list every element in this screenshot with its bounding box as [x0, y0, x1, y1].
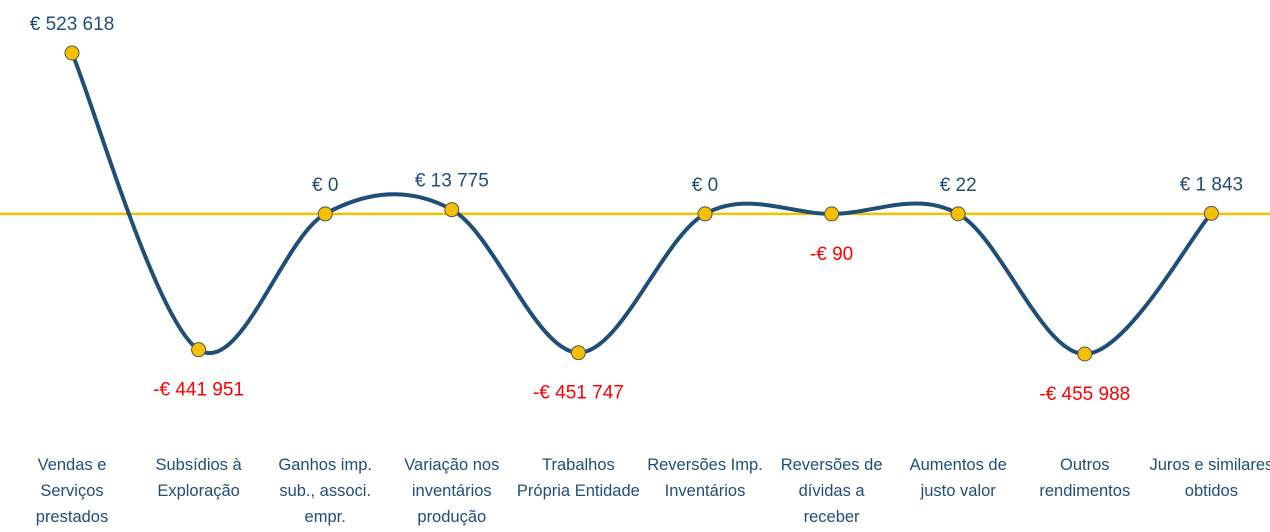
marker — [950, 206, 966, 222]
x-tick-label: Vendas e Serviços prestados — [35, 456, 109, 526]
x-tick-label: Aumentos de justo valor — [909, 456, 1007, 500]
data-label: -€ 90 — [810, 244, 853, 265]
marker — [570, 345, 586, 361]
x-tick-label: Reversões Imp. Inventários — [647, 456, 763, 500]
x-tick-label: Juros e similares obtidos — [1149, 456, 1270, 500]
data-label: € 13 775 — [415, 171, 489, 192]
marker — [191, 342, 207, 358]
marker — [697, 206, 713, 222]
marker — [824, 206, 840, 222]
data-label: € 523 618 — [30, 14, 115, 35]
data-label: € 0 — [312, 175, 338, 196]
marker — [317, 206, 333, 222]
marker — [1077, 346, 1093, 362]
plot: € 523 618 -€ 441 951 € 0 € 13 775 -€ 451 747… — [0, 14, 1270, 405]
data-label: -€ 451 747 — [533, 383, 624, 404]
data-label: € 22 — [940, 175, 977, 196]
data-label: € 0 — [692, 175, 718, 196]
x-tick-label: Ganhos imp. sub., associ. empr. — [278, 456, 372, 526]
data-label: -€ 455 988 — [1039, 384, 1130, 405]
data-label: € 1 843 — [1180, 174, 1243, 195]
marker — [1203, 205, 1219, 221]
data-label: -€ 441 951 — [153, 380, 244, 401]
line — [70, 52, 1213, 357]
x-tick-label: Trabalhos Própria Entidade — [516, 456, 640, 500]
x-tick-label: Reversões de dívidas a receber — [780, 456, 883, 526]
x-tick-label: Variação nos inventários produção — [404, 456, 500, 526]
x-tick-label: Outros rendimentos — [1039, 456, 1131, 500]
marker — [444, 202, 460, 218]
marker — [64, 45, 80, 61]
x-tick-label: Subsídios à Exploração — [155, 456, 242, 500]
